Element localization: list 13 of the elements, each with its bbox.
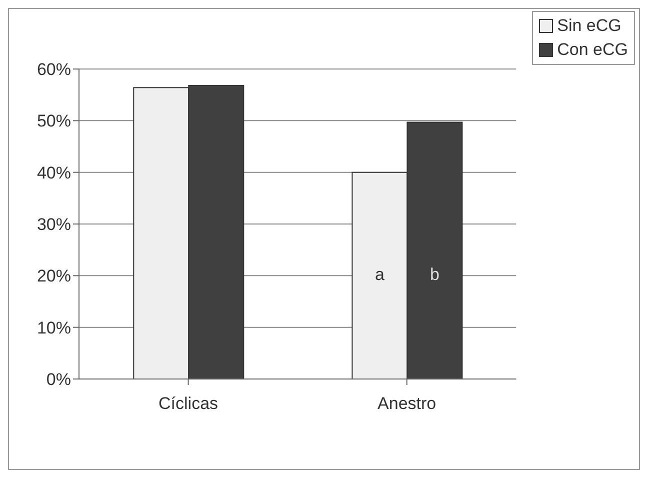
y-tick-label: 50%: [36, 112, 71, 131]
annotation: a: [374, 265, 385, 284]
annotation: b: [430, 265, 440, 284]
y-tick-label: 10%: [36, 318, 71, 338]
y-tick-label: 0%: [46, 370, 71, 390]
legend-label: Con eCG: [557, 39, 628, 61]
x-tick-label: Cíclicas: [158, 394, 218, 414]
legend-label: Sin eCG: [557, 15, 622, 37]
y-tick-label: 60%: [36, 60, 71, 80]
y-tick-label: 40%: [36, 163, 71, 182]
x-tick-label: Anestro: [378, 394, 436, 414]
y-tick-label: 20%: [36, 266, 71, 286]
y-tick-label: 30%: [36, 215, 71, 234]
